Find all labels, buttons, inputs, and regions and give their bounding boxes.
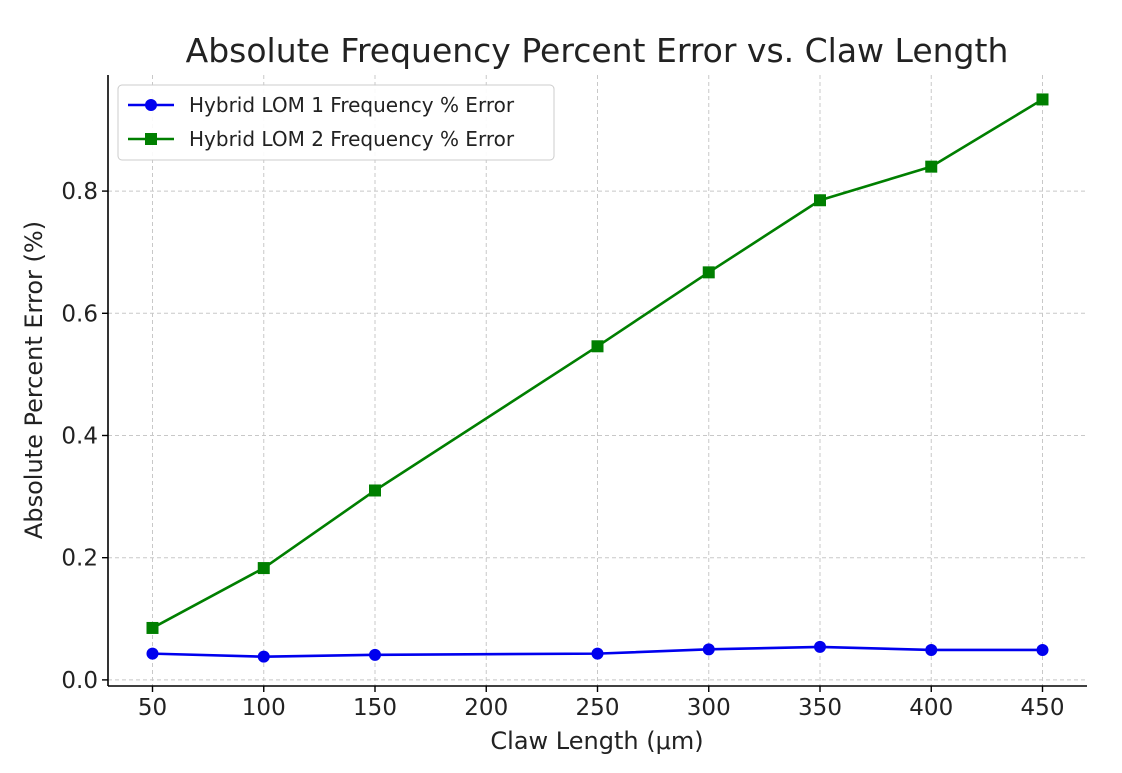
x-tick-label: 250 — [576, 695, 620, 721]
x-tick-label: 450 — [1021, 695, 1065, 721]
series-1-point — [257, 650, 270, 663]
series-1-point — [814, 640, 826, 653]
series-2-point — [925, 160, 938, 173]
y-axis-title: Absolute Percent Error (%) — [20, 221, 48, 539]
series-1-line — [152, 645, 1043, 658]
legend-entry: Hybrid LOM 2 Frequency % Error — [128, 127, 515, 151]
chart-title: Absolute Frequency Percent Error vs. Cla… — [186, 31, 1009, 70]
series-2-point — [257, 562, 270, 575]
series-1-point — [925, 643, 938, 656]
series-2-point — [814, 194, 826, 207]
series-1-point — [369, 648, 381, 661]
legend-entries: Hybrid LOM 1 Frequency % Error Hybrid LOM… — [128, 93, 515, 151]
series-1 — [146, 640, 1049, 663]
series-1-point — [702, 643, 715, 656]
x-axis-title: Claw Length (μm) — [490, 727, 703, 755]
series-2-point — [369, 484, 381, 497]
series-2-point — [702, 266, 715, 279]
grid-lines — [108, 75, 1087, 686]
series-2-point — [146, 621, 159, 634]
ticks: 50 100 150 200 250 300 350 400 450 0.0 0.2 0.4 0.6 0.… — [61, 179, 1064, 721]
y-tick-label: 0.8 — [61, 179, 98, 205]
x-tick-label: 350 — [798, 695, 842, 721]
x-tick-label: 100 — [242, 695, 286, 721]
legend-label: Hybrid LOM 2 Frequency % Error — [189, 127, 515, 151]
series-2-point — [591, 340, 604, 353]
y-tick-label: 0.4 — [61, 423, 98, 449]
y-tick-label: 0.0 — [61, 668, 98, 694]
series-1-point — [146, 647, 159, 660]
legend-label: Hybrid LOM 1 Frequency % Error — [189, 93, 515, 117]
legend-swatch-marker — [145, 99, 157, 111]
legend-swatch-marker — [145, 133, 157, 145]
series-2-point — [1036, 93, 1049, 106]
legend-box — [117, 84, 555, 161]
x-tick-label: 400 — [909, 695, 953, 721]
x-tick-label: 50 — [138, 695, 167, 721]
series-1-point — [1036, 643, 1049, 656]
series-2 — [146, 93, 1049, 634]
series-1-point — [591, 647, 604, 660]
y-tick-label: 0.6 — [61, 301, 98, 327]
series-2-line — [151, 98, 1044, 630]
x-tick-label: 200 — [464, 695, 508, 721]
legend: Hybrid LOM 1 Frequency % Error Hybrid LOM… — [117, 84, 555, 161]
y-tick-label: 0.2 — [61, 546, 98, 572]
series — [146, 93, 1049, 663]
x-tick-label: 300 — [687, 695, 731, 721]
legend-entry: Hybrid LOM 1 Frequency % Error — [128, 93, 515, 117]
x-tick-label: 150 — [353, 695, 397, 721]
